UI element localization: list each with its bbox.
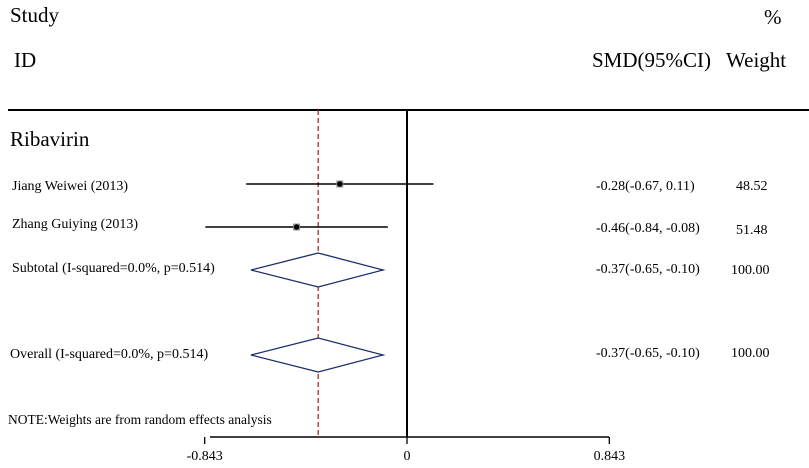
footnote: NOTE:Weights are from random effects ana…	[8, 412, 272, 427]
subtotal-ci: -0.37(-0.65, -0.10)	[596, 262, 700, 277]
x-tick-label-2: 0	[404, 449, 411, 464]
overall-diamond	[250, 337, 386, 373]
subtotal-label: Subtotal (I-squared=0.0%, p=0.514)	[12, 261, 215, 276]
id-header: ID	[14, 48, 36, 72]
overall-label: Overall (I-squared=0.0%, p=0.514)	[10, 347, 208, 362]
study-label-2: Zhang Guiying (2013)	[12, 217, 138, 232]
overall-ci: -0.37(-0.65, -0.10)	[596, 346, 700, 361]
weight-header: Weight	[726, 48, 786, 72]
subtotal-diamond	[250, 252, 386, 288]
x-tick-label-3: 0.843	[594, 449, 626, 464]
study-weight-2: 51.48	[736, 223, 768, 238]
x-tick-label-1: -0.843	[187, 449, 223, 464]
smd-ci-header: SMD(95%CI)	[592, 48, 711, 72]
percent-header: %	[764, 5, 782, 29]
study-point-1	[337, 181, 343, 187]
study-ci-1: -0.28(-0.67, 0.11)	[596, 179, 695, 194]
study-label-1: Jiang Weiwei (2013)	[12, 179, 128, 194]
study-weight-1: 48.52	[736, 179, 768, 194]
subtotal-weight: 100.00	[731, 263, 770, 278]
study-ci-2: -0.46(-0.84, -0.08)	[596, 221, 700, 236]
overall-weight: 100.00	[731, 346, 770, 361]
study-header: Study	[10, 3, 60, 27]
study-point-2	[293, 224, 300, 230]
section-title: Ribavirin	[10, 127, 90, 151]
